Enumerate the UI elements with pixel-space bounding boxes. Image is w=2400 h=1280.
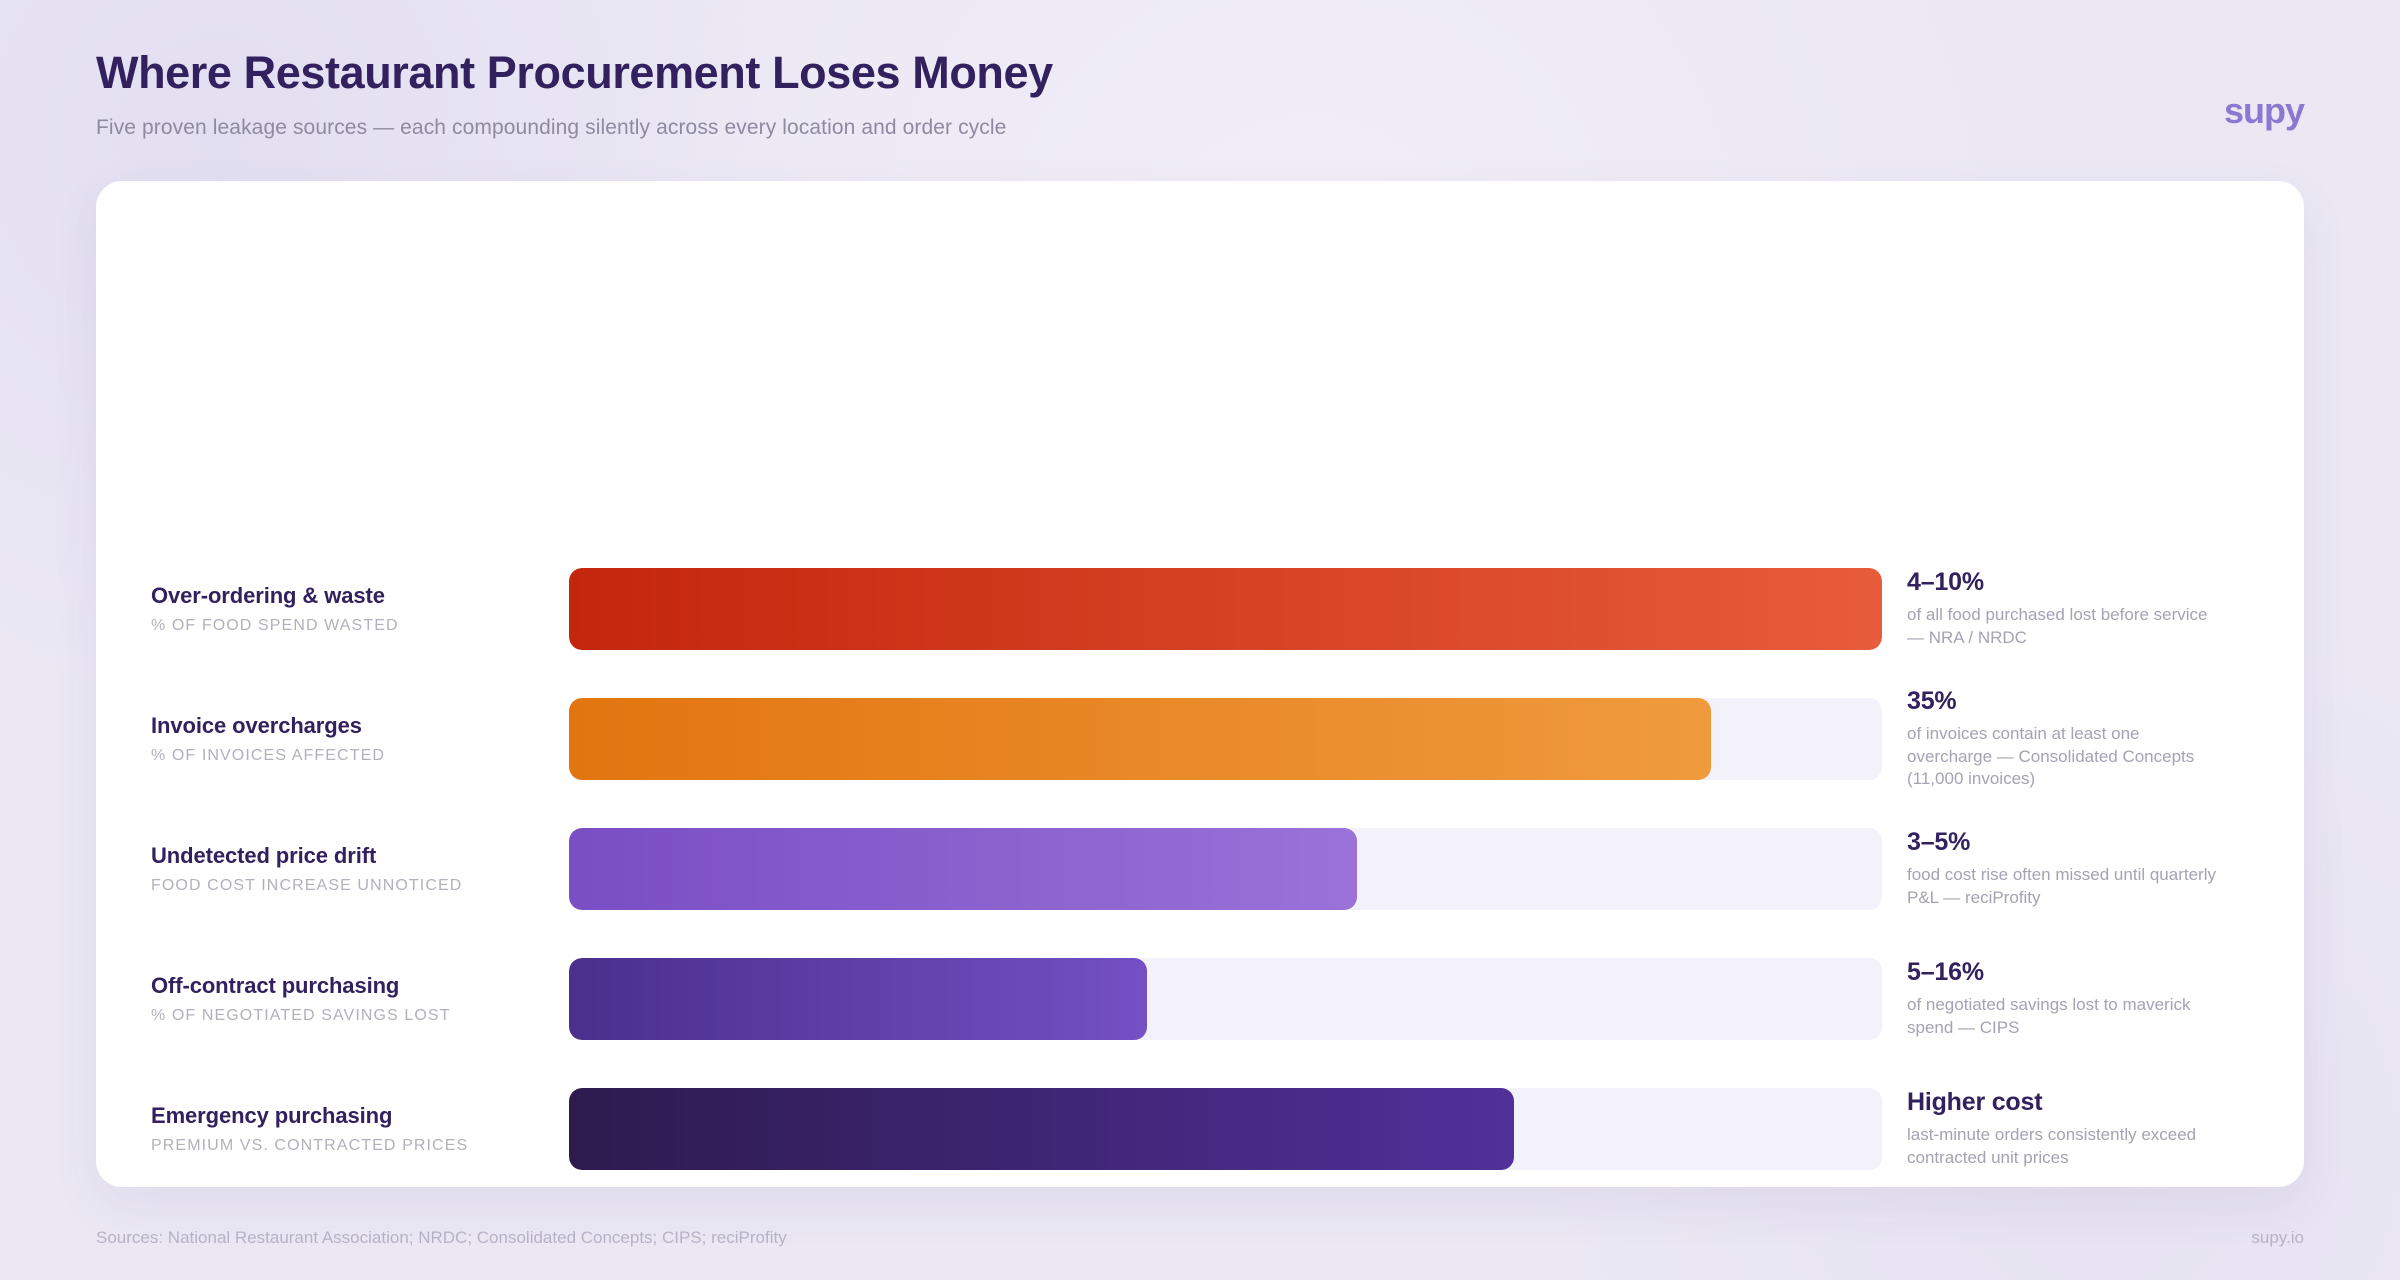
row-sublabel: PREMIUM VS. CONTRACTED PRICES xyxy=(151,1136,469,1154)
row-label-group: Over-ordering & waste % OF FOOD SPEND WAS… xyxy=(151,583,569,635)
row-description: of invoices contain at least one overcha… xyxy=(1907,723,2195,789)
row-label: Undetected price drift xyxy=(151,843,377,869)
site-url: supy.io xyxy=(2251,1228,2304,1247)
bar-track xyxy=(569,698,1882,780)
header: Where Restaurant Procurement Loses Money… xyxy=(96,47,2305,140)
row-label: Off-contract purchasing xyxy=(151,973,400,999)
row-value-group: 3–5% food cost rise often missed until qu… xyxy=(1882,828,2249,909)
bar-track xyxy=(569,958,1882,1040)
row-value: 5–16% xyxy=(1907,958,1984,987)
row-value: 35% xyxy=(1907,686,1957,715)
row-label-group: Undetected price drift FOOD COST INCREASE… xyxy=(151,843,569,895)
bar-fill xyxy=(569,698,1712,780)
row-label-group: Emergency purchasing PREMIUM VS. CONTRACT… xyxy=(151,1103,569,1155)
bar-track xyxy=(569,568,1882,650)
chart-row: Over-ordering & waste % OF FOOD SPEND WAS… xyxy=(151,565,2249,653)
bar-track-group xyxy=(569,698,1882,780)
row-sublabel: % OF INVOICES AFFECTED xyxy=(151,746,386,764)
row-value-group: Higher cost last-minute orders consistent… xyxy=(1882,1088,2249,1169)
bar-track-group xyxy=(569,1088,1882,1170)
row-description: of negotiated savings lost to maverick s… xyxy=(1907,995,2191,1037)
bar-fill xyxy=(569,1088,1515,1170)
row-value: 3–5% xyxy=(1907,828,1971,857)
chart-card: Over-ordering & waste % OF FOOD SPEND WAS… xyxy=(96,181,2304,1187)
row-value-group: 35% of invoices contain at least one over… xyxy=(1882,687,2249,791)
bar-fill xyxy=(569,828,1357,910)
row-label-group: Invoice overcharges % OF INVOICES AFFECTE… xyxy=(151,713,569,765)
row-value-group: 4–10% of all food purchased lost before s… xyxy=(1882,568,2249,649)
row-sublabel: FOOD COST INCREASE UNNOTICED xyxy=(151,876,463,894)
bar-track xyxy=(569,828,1882,910)
row-label: Over-ordering & waste xyxy=(151,583,385,609)
row-label: Invoice overcharges xyxy=(151,713,362,739)
bar-track xyxy=(569,1088,1882,1170)
chart-row: Off-contract purchasing % OF NEGOTIATED S… xyxy=(151,955,2249,1043)
row-label-group: Off-contract purchasing % OF NEGOTIATED S… xyxy=(151,973,569,1025)
bar-fill xyxy=(569,958,1147,1040)
bar-track-group xyxy=(569,568,1882,650)
bar-track-group xyxy=(569,958,1882,1040)
page-title: Where Restaurant Procurement Loses Money xyxy=(96,47,1053,98)
sources-note: Sources: National Restaurant Association… xyxy=(96,1228,787,1247)
page-subtitle: Five proven leakage sources — each compo… xyxy=(96,115,1007,139)
row-value: 4–10% xyxy=(1907,568,1984,597)
row-sublabel: % OF NEGOTIATED SAVINGS LOST xyxy=(151,1006,451,1024)
supy-logo: supy xyxy=(2223,90,2305,131)
row-value-group: 5–16% of negotiated savings lost to maver… xyxy=(1882,958,2249,1039)
chart-row: Emergency purchasing PREMIUM VS. CONTRACT… xyxy=(151,1085,2249,1173)
row-value: Higher cost xyxy=(1907,1088,2043,1117)
row-description: food cost rise often missed until quarte… xyxy=(1907,865,2216,907)
bar-track-group xyxy=(569,828,1882,910)
row-label: Emergency purchasing xyxy=(151,1103,393,1129)
row-sublabel: % OF FOOD SPEND WASTED xyxy=(151,616,399,634)
row-description: last-minute orders consistently exceed c… xyxy=(1907,1125,2197,1167)
chart-row: Invoice overcharges % OF INVOICES AFFECTE… xyxy=(151,687,2249,788)
chart-row: Undetected price drift FOOD COST INCREASE… xyxy=(151,825,2249,913)
bar-fill xyxy=(569,568,1882,650)
row-description: of all food purchased lost before servic… xyxy=(1907,605,2208,647)
